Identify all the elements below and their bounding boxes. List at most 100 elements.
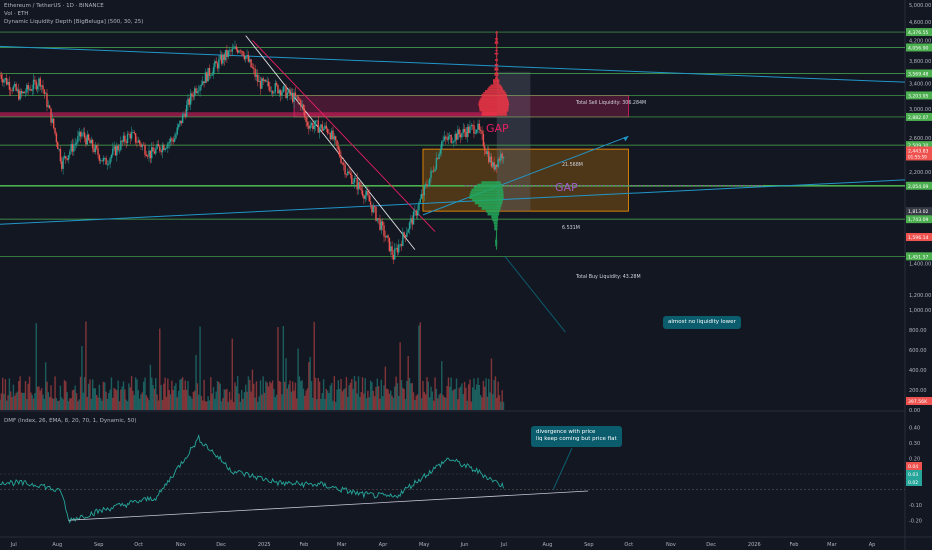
candles-group: [0, 40, 505, 265]
volume-bar: [132, 390, 134, 410]
volume-bar: [297, 348, 299, 410]
candle-body: [332, 130, 334, 140]
sell-profile-bar: [496, 36, 498, 39]
volume-bar: [325, 388, 327, 410]
candle-body: [148, 150, 150, 157]
sell-profile-bar: [488, 86, 503, 89]
price-tag-label: 2,443.83: [908, 148, 929, 154]
volume-bar: [173, 385, 176, 410]
candle-body: [191, 93, 193, 97]
volume-bar: [62, 399, 64, 410]
volume-bar: [10, 391, 12, 410]
candle-body: [198, 90, 200, 92]
candle-body: [51, 118, 54, 123]
volume-bar: [121, 386, 123, 410]
candle-body: [124, 135, 126, 142]
candle-body: [294, 92, 297, 97]
volume-tick-label: 0.00: [909, 408, 920, 414]
candle-body: [486, 151, 489, 155]
buy-profile-bar: [477, 183, 502, 187]
candle-body: [433, 170, 435, 172]
volume-bar: [165, 396, 168, 410]
candle-body: [227, 50, 229, 57]
candle-body: [328, 133, 330, 134]
candle-body: [208, 67, 211, 76]
candle-body: [6, 78, 8, 85]
candle-body: [477, 123, 479, 130]
volume-bar: [253, 383, 255, 410]
candle-body: [224, 50, 227, 60]
volume-bar: [202, 400, 204, 410]
candle-body: [258, 80, 260, 82]
candle-body: [215, 61, 217, 64]
sell-profile-bar: [495, 35, 498, 37]
volume-bar: [55, 398, 58, 410]
volume-bar: [263, 392, 266, 410]
sell-profile-bar: [481, 95, 507, 98]
candle-body: [478, 123, 481, 130]
volume-bar: [387, 389, 389, 410]
volume-bar: [446, 386, 448, 410]
candle-body: [282, 86, 285, 93]
sell-profile-bar: [493, 82, 500, 85]
candle-body: [97, 148, 99, 155]
volume-bar: [151, 377, 153, 410]
candle-body: [266, 81, 268, 83]
candle-body: [359, 182, 361, 189]
candle-body: [232, 48, 235, 50]
candle-body: [211, 74, 213, 76]
volume-bar: [449, 386, 451, 410]
price-tick-label: 3,400.00: [909, 81, 931, 87]
sell-profile-bar: [495, 77, 499, 80]
candle-body: [406, 232, 408, 237]
candle-body: [255, 74, 258, 77]
candle-body: [377, 218, 380, 219]
sell-profile-bar: [496, 60, 498, 63]
buy-profile-bar: [493, 221, 498, 225]
volume-bar: [465, 387, 467, 410]
volume-bar: [155, 378, 157, 410]
volume-bar: [15, 392, 17, 410]
candle-body: [356, 178, 358, 190]
dmf-tick-label: -0.10: [909, 503, 922, 509]
volume-bar: [133, 394, 135, 410]
sell-profile-bar: [481, 113, 507, 116]
volume-bar: [267, 386, 270, 410]
candle-body: [304, 109, 306, 118]
dmf-tick-label: 0.30: [909, 441, 920, 447]
candle-body: [285, 86, 287, 99]
volume-bar: [390, 390, 392, 410]
level-tag-label: 4,056.90: [908, 45, 929, 51]
volume-bar: [117, 380, 119, 410]
volume-bar: [463, 381, 466, 410]
volume-bar: [257, 401, 259, 410]
volume-bar: [451, 390, 454, 410]
volume-bar: [457, 399, 459, 410]
volume-bar: [379, 398, 381, 410]
candle-body: [173, 138, 176, 142]
candle-body: [46, 93, 48, 108]
trend-arrow-up: [422, 135, 629, 216]
volume-bar: [371, 382, 373, 410]
dmf-divergence-line: [68, 490, 589, 521]
volume-bar: [277, 326, 279, 410]
candle-body: [412, 211, 415, 225]
volume-bar: [78, 399, 80, 410]
candle-body: [384, 236, 387, 238]
candle-body: [352, 182, 354, 184]
candle-body: [169, 138, 172, 142]
volume-bar: [126, 401, 129, 410]
candle-body: [437, 158, 439, 159]
time-tick-label: Nov: [176, 542, 186, 548]
dmf-header: DMF (Index, 26, EMA, 8, 20, 70, 1, Dynam…: [4, 418, 137, 424]
candle-body: [492, 162, 494, 167]
candle-body: [310, 123, 313, 126]
candle-body: [19, 91, 21, 100]
volume-bar: [453, 389, 455, 410]
sell-profile-bar: [480, 97, 508, 100]
volume-bar: [479, 395, 482, 410]
volume-bar: [255, 381, 258, 410]
volume-bar: [89, 379, 91, 410]
price-tag-countdown: 01:55:59: [908, 154, 927, 159]
